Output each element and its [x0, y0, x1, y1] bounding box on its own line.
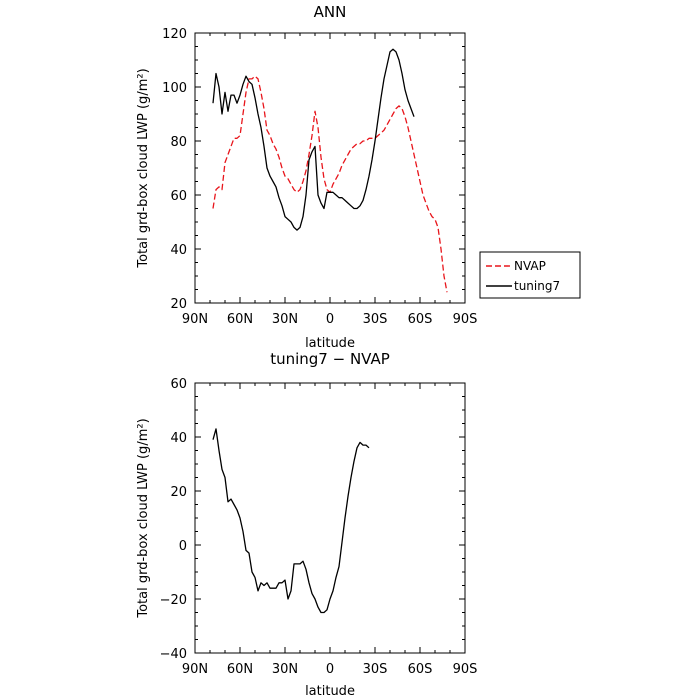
legend-entry-tuning7: tuning7: [514, 279, 560, 293]
y-tick-label: 60: [170, 377, 187, 392]
x-tick-label: 60N: [227, 312, 253, 327]
y-tick-label: 100: [162, 81, 187, 96]
x-tick-label: 90S: [453, 312, 478, 327]
x-axis-label: latitude: [305, 684, 355, 699]
y-tick-label: 40: [170, 431, 187, 446]
plot-area: [212, 428, 370, 614]
y-tick-label: 60: [170, 189, 187, 204]
top-panel: ANN 90N 60N 30N 0 30S 60S 90S 20 40 60 80 100 120 la…: [136, 3, 477, 351]
x-axis-label: latitude: [305, 336, 355, 351]
x-tick-label: 60S: [408, 662, 433, 677]
bottom-panel: tuning7 − NVAP 90N 60N 30N 0 30S 60S 90S −40 −20…: [136, 350, 477, 699]
plot-area: [212, 48, 448, 293]
x-tick-label: 30S: [363, 662, 388, 677]
legend-entry-nvap: NVAP: [514, 259, 546, 273]
axis-ticks: 90N 60N 30N 0 30S 60S 90S 20 40 60 80 100 120: [162, 27, 477, 327]
plot-frame: [194, 32, 466, 304]
y-tick-label: −40: [160, 647, 187, 662]
y-axis-label: Total grd-box cloud LWP (g/m²): [136, 418, 151, 618]
y-tick-label: 120: [162, 27, 187, 42]
y-tick-label: 40: [170, 243, 187, 258]
series-line-tuning7: [212, 48, 415, 231]
y-tick-label: 20: [170, 485, 187, 500]
x-tick-label: 90S: [453, 662, 478, 677]
series-line-nvap: [212, 75, 448, 293]
chart-title: tuning7 − NVAP: [270, 350, 390, 368]
x-tick-label: 90N: [182, 312, 208, 327]
axis-ticks: 90N 60N 30N 0 30S 60S 90S −40 −20 0 20 40 60: [160, 377, 478, 677]
x-tick-label: 30N: [272, 662, 298, 677]
legend-box: [479, 251, 581, 299]
series-line-difference: [212, 428, 370, 614]
legend: NVAP tuning7: [479, 251, 581, 299]
x-tick-label: 0: [326, 312, 334, 327]
x-tick-label: 30S: [363, 312, 388, 327]
x-tick-label: 60S: [408, 312, 433, 327]
y-tick-label: 20: [170, 297, 187, 312]
y-tick-label: 80: [170, 135, 187, 150]
chart-title: ANN: [314, 3, 347, 21]
x-tick-label: 90N: [182, 662, 208, 677]
y-axis-label: Total grd-box cloud LWP (g/m²): [136, 68, 151, 268]
x-tick-label: 30N: [272, 312, 298, 327]
x-tick-label: 0: [326, 662, 334, 677]
plot-frame: [194, 382, 466, 654]
y-tick-label: 0: [179, 539, 187, 554]
y-tick-label: −20: [160, 593, 187, 608]
x-tick-label: 60N: [227, 662, 253, 677]
